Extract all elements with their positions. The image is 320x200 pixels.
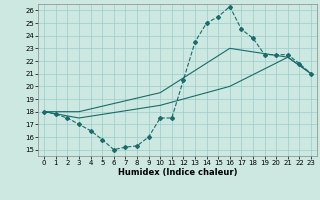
X-axis label: Humidex (Indice chaleur): Humidex (Indice chaleur) [118,168,237,177]
